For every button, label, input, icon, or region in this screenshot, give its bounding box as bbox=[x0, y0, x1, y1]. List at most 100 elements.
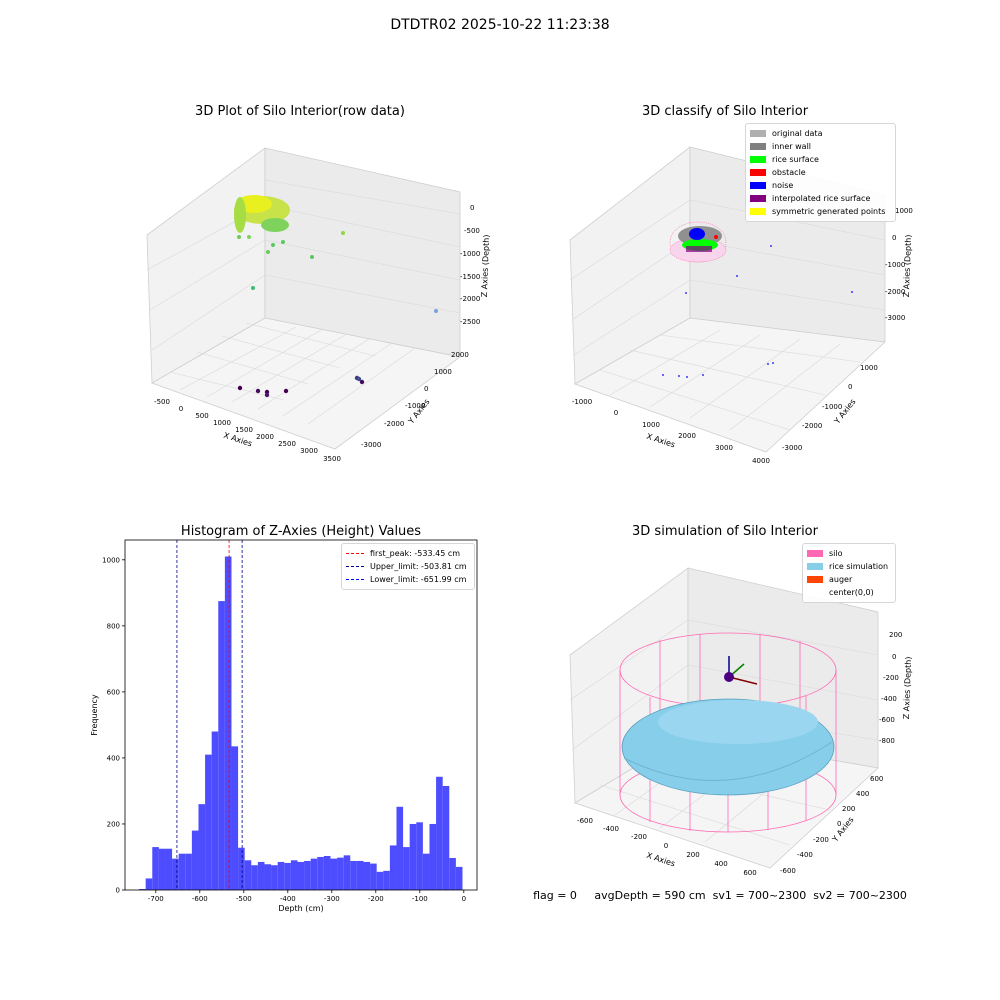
panel4-z-tick: -200 bbox=[883, 674, 899, 682]
panel1-y-tick: -1000 bbox=[405, 402, 425, 410]
legend-entry: interpolated rice surface bbox=[750, 192, 891, 205]
x-tick-label: 0 bbox=[462, 895, 466, 903]
histogram-x-ticks: -700 -600 -500 -400 -300 -200 -100 0 bbox=[148, 890, 466, 903]
legend-swatch bbox=[750, 156, 766, 163]
histogram-bar bbox=[356, 860, 364, 890]
panel4-z-tick: -800 bbox=[879, 737, 895, 745]
histogram-bar bbox=[310, 858, 318, 890]
legend-swatch bbox=[750, 195, 766, 202]
histogram-bar bbox=[185, 853, 192, 890]
histogram-bar bbox=[350, 860, 357, 890]
legend-entry: symmetric generated points bbox=[750, 205, 891, 218]
panel2-z-ticks: 1000 0 -1000 -2000 -3000 bbox=[885, 207, 913, 322]
panel4-title: 3D simulation of Silo Interior bbox=[632, 524, 818, 539]
histogram-bar bbox=[442, 785, 450, 890]
histogram-bar bbox=[284, 862, 291, 890]
panel1-y-tick: -2000 bbox=[384, 420, 404, 428]
legend-line bbox=[346, 579, 364, 580]
histogram-x-label: Depth (cm) bbox=[278, 904, 323, 913]
panel2-x-tick: -1000 bbox=[572, 398, 592, 406]
histogram-bar bbox=[231, 746, 239, 890]
panel2-x-tick: 3000 bbox=[715, 444, 733, 452]
histogram-bar bbox=[224, 556, 232, 890]
figure-title: DTDTR02 2025-10-22 11:23:38 bbox=[390, 17, 610, 33]
histogram-bar bbox=[251, 865, 258, 890]
panel4-x-tick: 400 bbox=[714, 860, 727, 868]
panel4-y-tick: 0 bbox=[837, 820, 841, 828]
histogram-bar bbox=[416, 822, 423, 890]
panel4-z-tick: 0 bbox=[892, 653, 896, 661]
panel4-y-tick: 400 bbox=[856, 790, 869, 798]
histogram-bar bbox=[330, 858, 338, 890]
rice-simulation-surface bbox=[621, 698, 835, 796]
y-tick-label: 200 bbox=[107, 820, 120, 828]
histogram-bar bbox=[257, 861, 265, 890]
x-tick-label: -200 bbox=[368, 895, 384, 903]
panel2-y-ticks: -3000 -2000 -1000 0 1000 bbox=[782, 364, 878, 452]
panel4-3d-plot: -600 -400 -200 0 200 400 600 X Axies -60… bbox=[569, 567, 913, 875]
legend-swatch bbox=[807, 576, 823, 583]
panel4-z-tick: -600 bbox=[879, 716, 895, 724]
histogram-bar bbox=[139, 889, 146, 890]
histogram-bar bbox=[158, 848, 166, 890]
panel2-x-tick: 0 bbox=[614, 409, 618, 417]
x-tick-label: -500 bbox=[236, 895, 252, 903]
legend-entry: rice simulation bbox=[807, 560, 891, 573]
histogram-bar bbox=[422, 853, 430, 890]
panel4-y-ticks: -600 -400 -200 0 200 400 600 bbox=[780, 775, 883, 875]
panel2-y-tick: 0 bbox=[848, 383, 852, 391]
panel2-title: 3D classify of Silo Interior bbox=[641, 104, 809, 119]
panel1-y-ticks: -3000 -2000 -1000 0 1000 2000 bbox=[361, 351, 469, 449]
histogram-axes-frame bbox=[124, 539, 478, 891]
legend-label: silo bbox=[829, 549, 843, 558]
legend-entry: rice surface bbox=[750, 153, 891, 166]
panel1-title: 3D Plot of Silo Interior(row data) bbox=[195, 104, 405, 119]
legend-label: obstacle bbox=[772, 168, 806, 177]
panel1-x-tick: 3500 bbox=[323, 455, 341, 463]
panel2-x-tick: 1000 bbox=[642, 421, 660, 429]
panel2-x-label: X Axies bbox=[645, 432, 676, 450]
panel4-x-tick: 0 bbox=[664, 842, 668, 850]
y-tick-label: 1000 bbox=[102, 556, 120, 564]
legend-entry: Lower_limit: -651.99 cm bbox=[346, 573, 470, 586]
panel1-x-ticks: -500 0 500 1000 1500 2000 2500 3000 3500 bbox=[154, 398, 341, 463]
panel1-x-tick: 3000 bbox=[300, 447, 318, 455]
panel1-x-tick: 500 bbox=[195, 412, 208, 420]
panel2-z-tick: -1000 bbox=[885, 261, 905, 269]
legend-label: first_peak: -533.45 cm bbox=[370, 549, 461, 558]
panel1-x-tick: -500 bbox=[154, 398, 170, 406]
histogram-y-ticks: 0 200 400 600 800 1000 bbox=[102, 556, 125, 895]
panel1-x-tick: 1000 bbox=[213, 419, 231, 427]
histogram-bar bbox=[455, 866, 463, 890]
y-tick-label: 600 bbox=[107, 688, 120, 696]
histogram-bar bbox=[191, 830, 199, 890]
panel2-y-tick: -3000 bbox=[782, 444, 802, 452]
x-tick-label: -100 bbox=[412, 895, 428, 903]
panel1-z-tick: 0 bbox=[470, 204, 474, 212]
panel4-y-tick: 200 bbox=[842, 805, 855, 813]
panel2-x-ticks: -1000 0 1000 2000 3000 4000 bbox=[572, 398, 770, 465]
histogram-bar bbox=[363, 861, 371, 890]
x-tick-label: -600 bbox=[192, 895, 208, 903]
legend-line bbox=[346, 566, 364, 567]
histogram-bar bbox=[277, 861, 285, 890]
y-tick-label: 400 bbox=[107, 754, 120, 762]
panel1-z-tick: -2500 bbox=[460, 318, 480, 326]
panel2-points bbox=[662, 221, 853, 378]
histogram-bar bbox=[396, 806, 404, 890]
histogram-bar bbox=[145, 878, 153, 890]
histogram-bar bbox=[436, 776, 443, 890]
histogram-bar bbox=[152, 847, 159, 890]
panel1-y-tick: -3000 bbox=[361, 441, 381, 449]
legend-label: inner wall bbox=[772, 142, 812, 151]
histogram-bar bbox=[403, 847, 410, 890]
panel4-x-tick: -600 bbox=[577, 817, 593, 825]
legend-entry: inner wall bbox=[750, 140, 891, 153]
histogram-bar bbox=[370, 863, 377, 890]
panel4-x-tick: 600 bbox=[743, 869, 756, 875]
panel4-legend: silo rice simulation auger center(0,0) bbox=[802, 543, 896, 603]
legend-label: rice surface bbox=[772, 155, 819, 164]
legend-entry: obstacle bbox=[750, 166, 891, 179]
panel1-x-tick: 1500 bbox=[235, 426, 253, 434]
panel4-x-label: X Axies bbox=[645, 851, 676, 869]
